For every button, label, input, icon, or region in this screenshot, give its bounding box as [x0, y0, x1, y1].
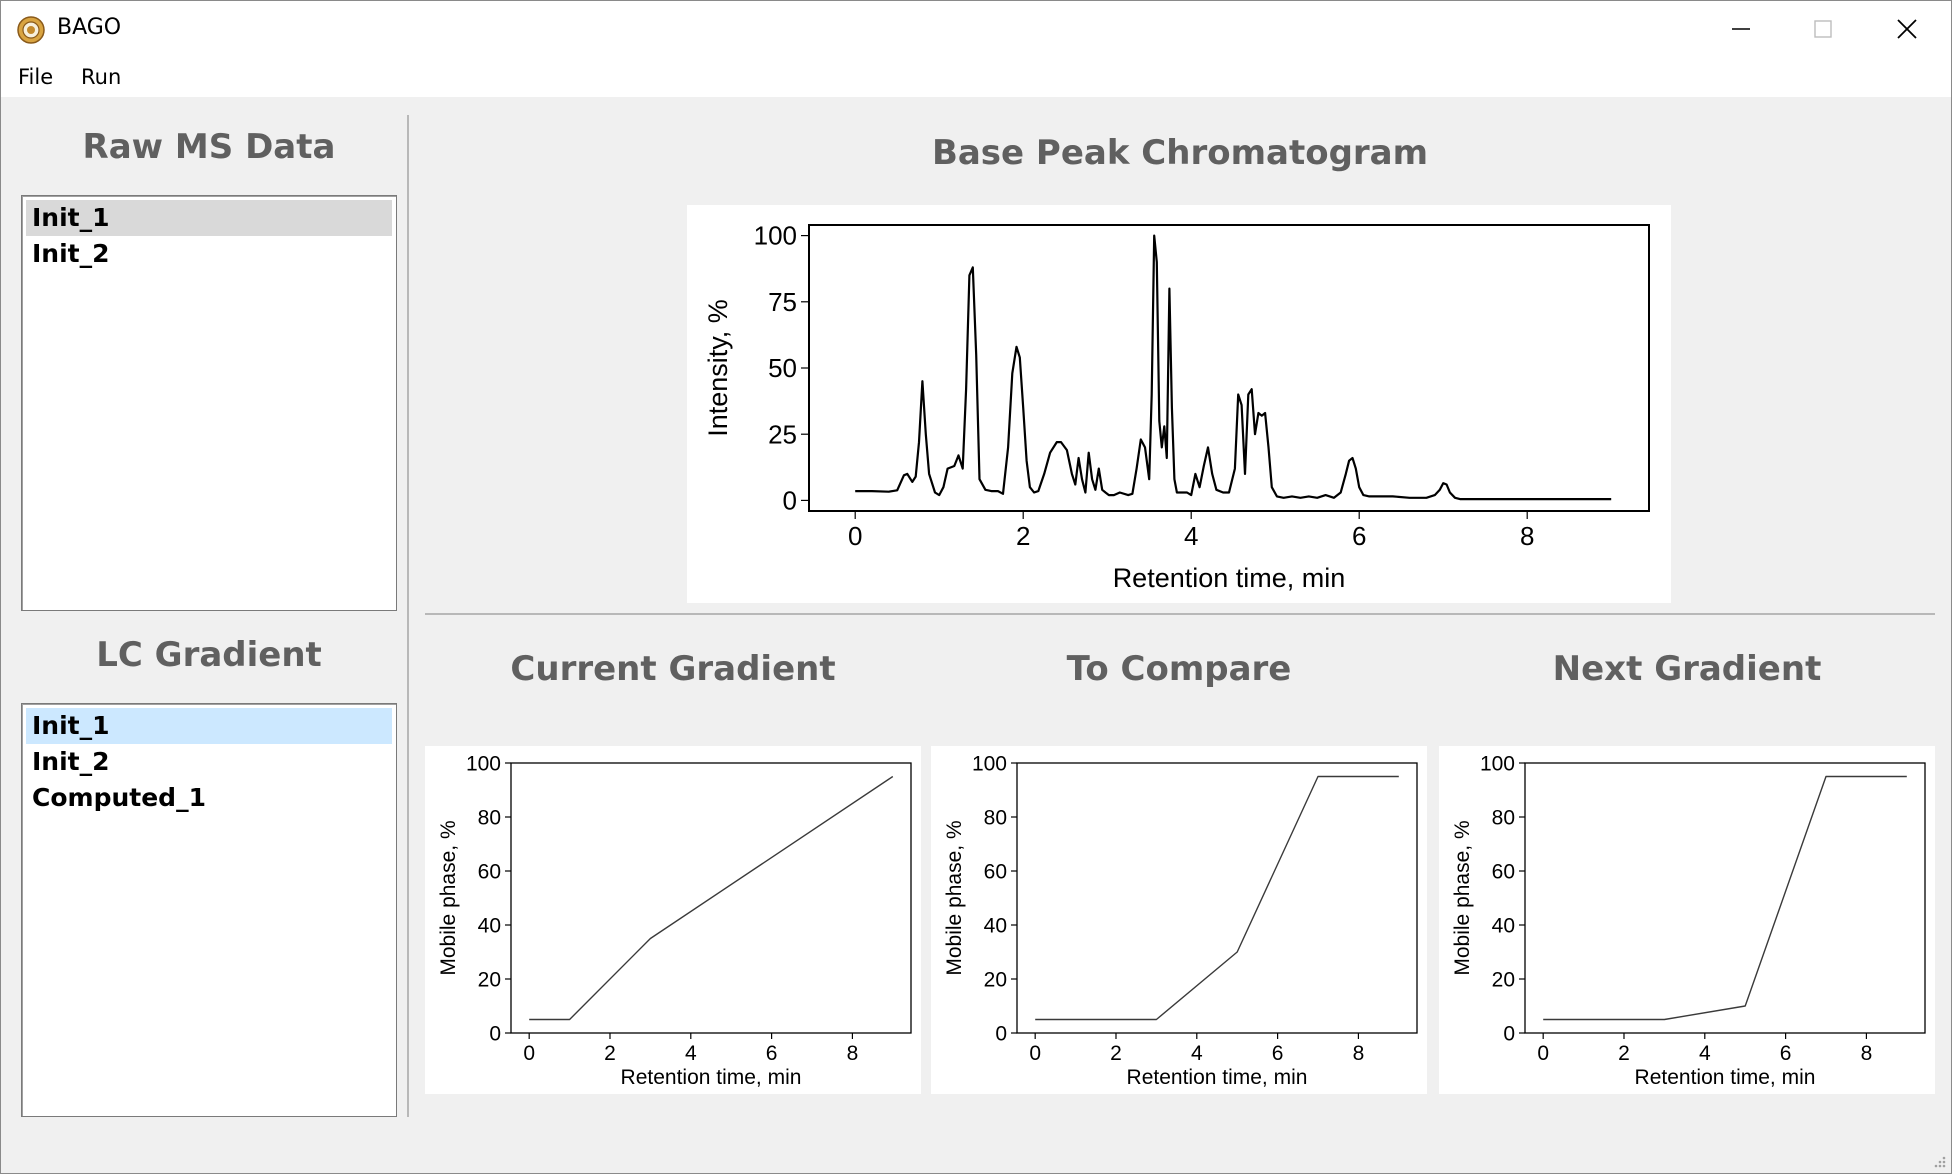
y-tick-label: 80 — [984, 806, 1007, 829]
y-tick-label: 20 — [984, 968, 1007, 991]
lc-gradient-item-computed-1[interactable]: Computed_1 — [32, 783, 206, 812]
lc-gradient-title: LC Gradient — [96, 635, 322, 675]
raw-ms-data-list[interactable]: Init_1 Init_2 — [21, 195, 397, 611]
raw-ms-item-init-1[interactable]: Init_1 — [26, 200, 392, 236]
y-tick-label: 40 — [478, 914, 501, 937]
series-line — [1543, 775, 1907, 1021]
y-axis-label: Mobile phase, % — [437, 820, 460, 975]
raw-ms-data-title: Raw MS Data — [82, 127, 336, 167]
x-tick-label: 4 — [685, 1042, 697, 1065]
to-compare-plot: 0 2 4 6 8 0 20 40 60 80 100 Retention time, min Mobi… — [931, 746, 1427, 1094]
chromatogram-plot: 0 2 4 6 8 0 25 50 75 100 Retention time, min Intens… — [687, 205, 1671, 603]
maximize-icon — [1814, 20, 1832, 38]
x-tick-label: 4 — [1184, 521, 1198, 551]
vertical-splitter[interactable] — [407, 115, 409, 1117]
to-compare-title: To Compare — [1066, 649, 1292, 689]
y-tick-label: 100 — [754, 221, 797, 251]
minimize-icon — [1732, 28, 1750, 30]
y-tick-label: 60 — [984, 860, 1007, 883]
minimize-button[interactable] — [1701, 9, 1781, 49]
horizontal-splitter[interactable] — [425, 613, 1935, 615]
maximize-button[interactable] — [1783, 9, 1863, 49]
y-tick-label: 80 — [1492, 806, 1515, 829]
y-tick-label: 0 — [489, 1022, 501, 1045]
menu-run[interactable]: Run — [81, 65, 122, 89]
series-line — [1035, 775, 1399, 1021]
plot-frame — [808, 224, 1650, 512]
chromatogram-chart: 0 2 4 6 8 0 25 50 75 100 Retention time, min Intens… — [703, 221, 1650, 593]
x-axis-label: Retention time, min — [621, 1066, 802, 1089]
y-tick-label: 0 — [995, 1022, 1007, 1045]
current-gradient-plot: 0 2 4 6 8 0 20 40 60 80 100 Retention time, min Mobi… — [425, 746, 921, 1094]
series-line — [855, 234, 1612, 501]
current-gradient-title: Current Gradient — [510, 649, 836, 689]
next-gradient-plot: 0 2 4 6 8 0 20 40 60 80 100 Retention time, min Mobi… — [1439, 746, 1935, 1094]
y-tick-label: 100 — [466, 752, 501, 775]
close-icon — [1897, 19, 1917, 39]
y-tick-label: 40 — [1492, 914, 1515, 937]
y-tick-label: 20 — [1492, 968, 1515, 991]
y-axis-label: Intensity, % — [703, 299, 733, 437]
plot-frame — [510, 762, 912, 1034]
x-tick-label: 2 — [604, 1042, 616, 1065]
y-tick-label: 60 — [478, 860, 501, 883]
x-tick-label: 6 — [1780, 1042, 1792, 1065]
sunflower-app-icon — [17, 16, 45, 44]
base-peak-chromatogram-title: Base Peak Chromatogram — [931, 133, 1429, 173]
y-tick-label: 80 — [478, 806, 501, 829]
y-tick-label: 100 — [1480, 752, 1515, 775]
plot-frame — [1524, 762, 1926, 1034]
menu-bar: File Run — [1, 59, 1951, 97]
x-tick-label: 0 — [523, 1042, 535, 1065]
menu-file[interactable]: File — [18, 65, 54, 89]
x-tick-label: 8 — [1353, 1042, 1365, 1065]
y-tick-label: 75 — [768, 287, 797, 317]
y-tick-label: 100 — [972, 752, 1007, 775]
y-tick-label: 50 — [768, 353, 797, 383]
close-button[interactable] — [1867, 9, 1947, 49]
y-axis-label: Mobile phase, % — [1451, 820, 1474, 975]
y-tick-label: 0 — [783, 486, 797, 516]
x-tick-label: 6 — [1272, 1042, 1284, 1065]
resize-grip-icon[interactable] — [1931, 1153, 1947, 1169]
y-tick-label: 40 — [984, 914, 1007, 937]
plot-frame — [1016, 762, 1418, 1034]
x-tick-label: 8 — [1861, 1042, 1873, 1065]
title-bar[interactable]: BAGO — [1, 1, 1951, 59]
x-axis-label: Retention time, min — [1635, 1066, 1816, 1089]
lc-gradient-item-init-1[interactable]: Init_1 — [26, 708, 392, 744]
x-axis-label: Retention time, min — [1113, 563, 1346, 593]
x-tick-label: 2 — [1110, 1042, 1122, 1065]
y-tick-label: 60 — [1492, 860, 1515, 883]
window-title: BAGO — [57, 15, 122, 40]
x-axis-label: Retention time, min — [1127, 1066, 1308, 1089]
lc-gradient-item-init-2[interactable]: Init_2 — [32, 747, 110, 776]
x-tick-label: 8 — [847, 1042, 859, 1065]
x-tick-label: 0 — [1537, 1042, 1549, 1065]
x-tick-label: 6 — [766, 1042, 778, 1065]
raw-ms-item-init-2[interactable]: Init_2 — [32, 239, 110, 268]
y-tick-label: 0 — [1503, 1022, 1515, 1045]
y-axis-label: Mobile phase, % — [943, 820, 966, 975]
x-tick-label: 2 — [1618, 1042, 1630, 1065]
lc-gradient-list[interactable]: Init_1 Init_2 Computed_1 — [21, 703, 397, 1117]
x-tick-label: 8 — [1520, 521, 1534, 551]
next-gradient-title: Next Gradient — [1552, 649, 1822, 689]
series-line — [529, 775, 894, 1021]
y-tick-label: 20 — [478, 968, 501, 991]
x-tick-label: 0 — [848, 521, 862, 551]
x-tick-label: 4 — [1699, 1042, 1711, 1065]
x-tick-label: 2 — [1016, 521, 1030, 551]
y-tick-label: 25 — [768, 419, 797, 449]
x-tick-label: 0 — [1029, 1042, 1041, 1065]
x-tick-label: 6 — [1352, 521, 1366, 551]
x-tick-label: 4 — [1191, 1042, 1203, 1065]
